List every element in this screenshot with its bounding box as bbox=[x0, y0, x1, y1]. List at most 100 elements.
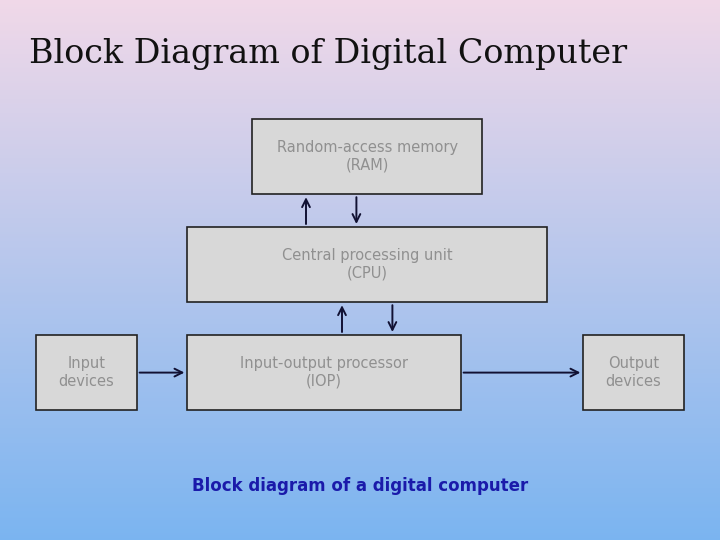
Bar bbox=[0, 184, 720, 185]
Bar bbox=[0, 164, 720, 166]
Bar bbox=[0, 153, 720, 155]
Bar bbox=[0, 113, 720, 115]
Bar bbox=[0, 524, 720, 525]
Bar bbox=[0, 529, 720, 531]
Bar bbox=[0, 525, 720, 528]
Bar bbox=[0, 38, 720, 39]
Bar bbox=[0, 266, 720, 268]
Bar bbox=[0, 34, 720, 36]
Bar bbox=[0, 263, 720, 265]
Bar bbox=[0, 461, 720, 463]
Bar bbox=[0, 167, 720, 169]
Bar bbox=[0, 86, 720, 88]
Bar bbox=[0, 228, 720, 231]
Bar bbox=[0, 520, 720, 522]
Bar bbox=[0, 108, 720, 110]
Bar bbox=[0, 317, 720, 319]
Bar bbox=[0, 409, 720, 410]
Bar bbox=[0, 288, 720, 290]
Bar bbox=[0, 448, 720, 450]
Bar bbox=[0, 169, 720, 171]
Bar bbox=[0, 324, 720, 326]
Bar bbox=[0, 290, 720, 292]
Bar bbox=[0, 216, 720, 218]
Bar bbox=[0, 248, 720, 250]
Bar bbox=[0, 454, 720, 455]
Bar bbox=[0, 536, 720, 538]
Bar bbox=[0, 212, 720, 214]
Bar bbox=[0, 342, 720, 344]
Bar bbox=[0, 9, 720, 11]
Bar bbox=[0, 254, 720, 255]
Bar bbox=[0, 178, 720, 180]
Bar bbox=[0, 369, 720, 371]
Bar bbox=[0, 522, 720, 524]
Bar bbox=[0, 11, 720, 12]
Bar bbox=[0, 77, 720, 79]
Bar bbox=[0, 434, 720, 436]
Bar bbox=[0, 373, 720, 374]
Bar bbox=[0, 112, 720, 113]
Bar bbox=[0, 464, 720, 466]
Bar bbox=[0, 69, 720, 70]
Bar bbox=[0, 336, 720, 339]
Bar bbox=[0, 477, 720, 479]
Bar bbox=[0, 455, 720, 457]
Bar bbox=[0, 104, 720, 106]
Bar bbox=[0, 482, 720, 484]
Bar bbox=[0, 302, 720, 304]
Bar bbox=[0, 452, 720, 454]
Bar bbox=[0, 255, 720, 258]
Bar bbox=[0, 329, 720, 331]
Bar bbox=[0, 99, 720, 101]
Bar bbox=[0, 18, 720, 20]
Bar bbox=[0, 103, 720, 104]
Bar bbox=[0, 162, 720, 164]
Bar bbox=[0, 313, 720, 315]
Bar bbox=[0, 101, 720, 103]
Bar bbox=[0, 320, 720, 322]
Bar bbox=[0, 54, 720, 56]
Bar bbox=[0, 533, 720, 535]
Bar bbox=[0, 459, 720, 461]
Bar bbox=[0, 272, 720, 274]
Bar bbox=[0, 196, 720, 198]
Bar bbox=[0, 293, 720, 295]
Bar bbox=[187, 227, 547, 302]
Bar bbox=[0, 362, 720, 363]
Bar bbox=[0, 241, 720, 243]
Bar bbox=[0, 279, 720, 281]
Bar bbox=[0, 7, 720, 9]
Bar bbox=[0, 76, 720, 77]
Bar bbox=[0, 265, 720, 266]
Bar bbox=[0, 238, 720, 239]
Bar bbox=[0, 160, 720, 162]
Bar bbox=[0, 25, 720, 27]
Bar bbox=[0, 281, 720, 282]
Bar bbox=[0, 151, 720, 153]
Bar bbox=[0, 367, 720, 369]
Bar bbox=[0, 31, 720, 32]
Bar bbox=[0, 457, 720, 459]
Bar bbox=[0, 463, 720, 464]
Bar bbox=[0, 443, 720, 444]
Bar bbox=[0, 347, 720, 349]
Bar bbox=[0, 258, 720, 259]
Bar bbox=[0, 421, 720, 423]
Bar bbox=[0, 518, 720, 520]
Bar bbox=[0, 61, 720, 63]
Bar bbox=[0, 93, 720, 96]
Bar bbox=[0, 70, 720, 72]
Bar bbox=[0, 390, 720, 393]
Bar bbox=[0, 349, 720, 351]
Bar bbox=[0, 538, 720, 540]
Bar bbox=[0, 56, 720, 58]
Bar bbox=[0, 110, 720, 112]
Bar bbox=[0, 474, 720, 475]
Bar bbox=[0, 309, 720, 312]
Bar bbox=[0, 430, 720, 432]
Bar bbox=[0, 49, 720, 50]
Bar bbox=[0, 42, 720, 43]
Bar bbox=[0, 285, 720, 286]
Bar bbox=[0, 198, 720, 200]
